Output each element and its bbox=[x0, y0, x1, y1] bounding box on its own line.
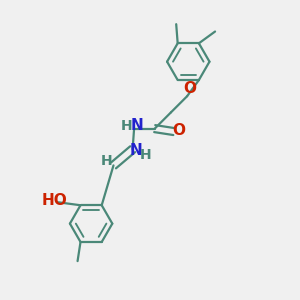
Text: H: H bbox=[121, 119, 133, 133]
Text: H: H bbox=[100, 154, 112, 168]
Text: O: O bbox=[172, 123, 185, 138]
Text: H: H bbox=[140, 148, 152, 162]
Text: N: N bbox=[129, 143, 142, 158]
Text: HO: HO bbox=[41, 193, 67, 208]
Text: N: N bbox=[131, 118, 143, 133]
Text: O: O bbox=[184, 81, 196, 96]
